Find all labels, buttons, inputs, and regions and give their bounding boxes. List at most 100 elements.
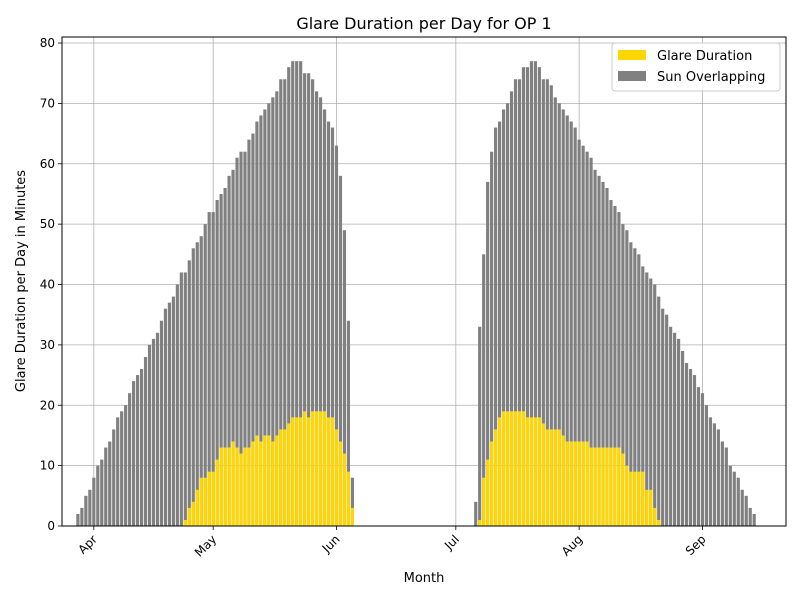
bar-sun-overlapping: [669, 326, 673, 526]
bar-glare-duration: [521, 411, 526, 526]
y-tick-label: 70: [40, 96, 55, 110]
bar-sun-overlapping: [346, 320, 351, 526]
bar-glare-duration: [334, 429, 339, 526]
bar-sun-overlapping: [330, 127, 335, 527]
bar-sun-overlapping: [557, 103, 561, 526]
bar-sun-overlapping: [147, 344, 152, 526]
bar-sun-overlapping: [585, 151, 589, 526]
bar-sun-overlapping: [120, 411, 124, 526]
bar-glare-duration: [645, 489, 649, 526]
bar-glare-duration: [577, 441, 581, 526]
bar-sun-overlapping: [338, 175, 343, 526]
x-axis: Apr May Jun Jul Aug Sep: [75, 526, 709, 560]
bar-sun-overlapping: [478, 326, 482, 526]
bar-sun-overlapping: [577, 139, 581, 526]
bar-sun-overlapping: [112, 429, 116, 526]
x-axis-label: Month: [404, 571, 445, 586]
bar-sun-overlapping: [732, 471, 736, 526]
bar-glare-duration: [613, 447, 617, 526]
bar-sun-overlapping: [525, 67, 530, 527]
bar-glare-duration: [625, 465, 629, 526]
bar-sun-overlapping: [657, 296, 661, 526]
bar-glare-duration: [267, 435, 271, 526]
bar-sun-overlapping: [569, 121, 573, 526]
bar-sun-overlapping: [132, 381, 136, 526]
bar-sun-overlapping: [92, 477, 96, 526]
bar-sun-overlapping: [195, 242, 199, 526]
bar-glare-duration: [259, 441, 263, 526]
bar-sun-overlapping: [143, 356, 148, 526]
y-axis: 0 10 20 30 40 50 60 70 80: [40, 36, 62, 533]
bar-sun-overlapping: [533, 61, 537, 527]
bar-sun-overlapping: [537, 67, 541, 527]
bar-glare-duration: [486, 459, 490, 526]
bar-sun-overlapping: [752, 513, 756, 526]
bar-sun-overlapping: [661, 308, 665, 526]
bar-glare-duration: [199, 477, 203, 526]
bar-glare-duration: [529, 417, 533, 526]
bar-sun-overlapping: [720, 441, 724, 526]
bar-sun-overlapping: [116, 417, 120, 526]
bar-glare-duration: [557, 429, 561, 526]
bar-glare-duration: [585, 441, 589, 526]
bar-glare-duration: [617, 447, 621, 526]
bar-glare-duration: [227, 447, 231, 526]
bar-sun-overlapping: [513, 79, 518, 526]
bar-sun-overlapping: [509, 91, 514, 526]
bar-glare-duration: [303, 411, 307, 526]
bar-glare-duration: [311, 411, 315, 526]
bar-sun-overlapping: [645, 272, 649, 526]
bar-sun-overlapping: [247, 139, 251, 526]
bar-glare-duration: [283, 429, 287, 526]
bar-sun-overlapping: [171, 296, 175, 526]
bar-sun-overlapping: [203, 224, 207, 527]
x-tick-label: Apr: [75, 532, 100, 557]
bar-sun-overlapping: [649, 278, 653, 526]
bar-glare-duration: [215, 459, 219, 526]
bar-sun-overlapping: [303, 73, 307, 526]
bar-sun-overlapping: [680, 350, 685, 526]
bar-glare-duration: [307, 417, 311, 526]
bar-sun-overlapping: [199, 236, 203, 526]
bar-sun-overlapping: [589, 157, 593, 527]
bar-sun-overlapping: [315, 91, 319, 526]
bar-sun-overlapping: [108, 441, 112, 526]
bar-glare-duration: [203, 477, 207, 526]
bar-sun-overlapping: [474, 501, 478, 526]
x-tick-label: Sep: [683, 532, 709, 558]
bar-glare-duration: [247, 447, 251, 526]
bar-sun-overlapping: [179, 272, 183, 526]
bar-sun-overlapping: [235, 157, 239, 527]
bar-sun-overlapping: [267, 103, 271, 526]
bar-sun-overlapping: [609, 200, 613, 526]
bar-glare-duration: [537, 417, 541, 526]
bar-glare-duration: [195, 489, 199, 526]
bar-sun-overlapping: [613, 206, 617, 526]
bar-glare-duration: [573, 441, 577, 526]
bar-glare-duration: [322, 411, 327, 526]
bars: [76, 61, 756, 527]
bar-glare-duration: [255, 435, 259, 526]
bar-sun-overlapping: [299, 61, 303, 527]
bar-sun-overlapping: [494, 127, 498, 527]
bar-sun-overlapping: [100, 459, 104, 526]
bar-sun-overlapping: [490, 151, 494, 526]
bar-sun-overlapping: [159, 320, 164, 526]
bar-sun-overlapping: [239, 151, 243, 526]
bar-glare-duration: [497, 417, 502, 526]
bar-glare-duration: [478, 519, 482, 526]
bar-sun-overlapping: [605, 187, 609, 527]
bar-sun-overlapping: [291, 61, 295, 527]
legend-label-sun-overlapping: Sun Overlapping: [657, 70, 765, 85]
bar-glare-duration: [517, 411, 522, 526]
bar-glare-duration: [275, 435, 279, 526]
bar-sun-overlapping: [748, 507, 752, 526]
bar-glare-duration: [239, 453, 243, 526]
y-tick-label: 20: [40, 398, 55, 412]
bar-glare-duration: [271, 441, 275, 526]
bar-sun-overlapping: [80, 507, 84, 526]
bar-sun-overlapping: [334, 145, 339, 526]
bar-sun-overlapping: [227, 175, 231, 526]
bar-sun-overlapping: [712, 423, 716, 526]
bar-sun-overlapping: [740, 489, 744, 526]
